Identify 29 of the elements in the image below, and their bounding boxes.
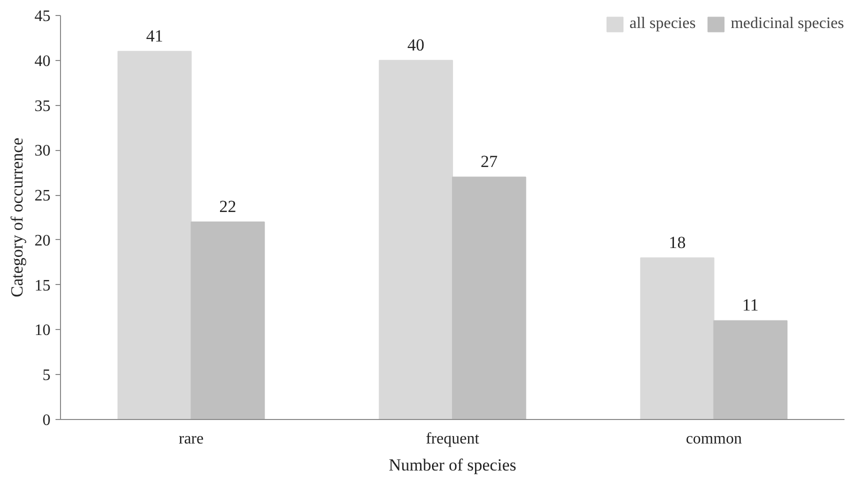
y-axis-title: Category of occurrence	[8, 138, 26, 298]
y-tick-label: 5	[42, 367, 50, 384]
bar	[117, 50, 192, 420]
x-tick-label: rare	[178, 430, 204, 448]
y-tick-label: 25	[34, 188, 50, 205]
data-label: 41	[146, 26, 164, 46]
bar	[713, 320, 788, 420]
data-label: 18	[668, 232, 686, 252]
data-label: 40	[407, 35, 424, 54]
y-tick-label: 10	[34, 322, 50, 340]
data-label: 11	[742, 296, 759, 315]
y-tick-label: 20	[34, 232, 50, 250]
legend-label: all species	[630, 15, 696, 33]
y-tick-label: 35	[34, 98, 50, 115]
y-tick-label: 40	[34, 52, 50, 70]
x-tick-label: common	[686, 430, 742, 448]
y-tick-label: 30	[34, 142, 50, 160]
legend-label: medicinal species	[730, 15, 844, 33]
data-label: 22	[219, 196, 236, 216]
y-tick-label: 0	[42, 412, 50, 429]
bar	[378, 60, 453, 420]
x-axis-title: Number of species	[388, 456, 516, 474]
y-tick-label: 45	[34, 8, 50, 25]
bar	[190, 221, 265, 420]
bar	[452, 176, 526, 420]
x-tick-label: frequent	[426, 430, 480, 448]
y-tick-label: 15	[34, 277, 50, 294]
bar	[640, 257, 714, 420]
data-label: 27	[480, 152, 498, 172]
